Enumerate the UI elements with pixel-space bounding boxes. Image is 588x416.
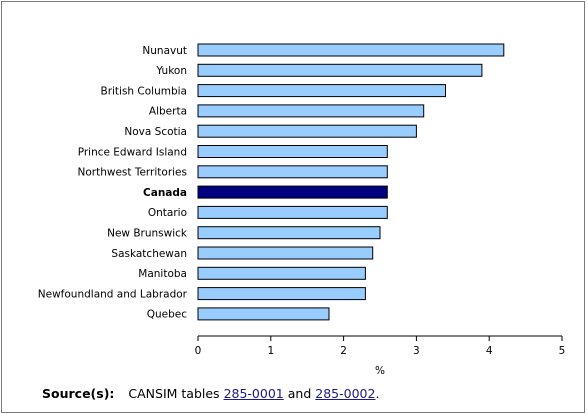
- bar-newfoundland-and-labrador: [197, 287, 366, 301]
- category-label-nova-scotia: Nova Scotia: [124, 126, 187, 138]
- bar-ontario: [197, 205, 388, 219]
- category-label-prince-edward-island: Prince Edward Island: [78, 146, 187, 158]
- bar-prince-edward-island: [197, 145, 388, 158]
- bar-canada: [197, 185, 388, 199]
- source-connector: and: [287, 386, 312, 401]
- x-tick-label-2: 2: [340, 345, 347, 357]
- bar-yukon: [197, 63, 483, 77]
- x-tick-label-1: 1: [267, 345, 274, 357]
- source-note: Source(s): CANSIM tables 285-0001 and 28…: [42, 386, 379, 401]
- category-label-ontario: Ontario: [148, 207, 187, 219]
- x-tick-label-4: 4: [486, 345, 493, 357]
- bar-alberta: [197, 104, 425, 118]
- x-ticks: 0 1 2 3 4 5: [195, 336, 566, 357]
- bar-northwest-territories: [197, 165, 388, 179]
- category-label-saskatchewan: Saskatchewan: [111, 248, 187, 260]
- category-label-yukon: Yukon: [155, 65, 187, 77]
- bar-manitoba: [197, 266, 366, 280]
- category-label-alberta: Alberta: [149, 106, 187, 118]
- bar-british-columbia: [197, 84, 446, 98]
- category-label-british-columbia: British Columbia: [100, 85, 187, 97]
- category-label-manitoba: Manitoba: [138, 268, 187, 280]
- source-suffix: .: [375, 386, 380, 401]
- category-labels: Nunavut Yukon British Columbia Alberta Nova …: [38, 45, 188, 321]
- category-label-new-brunswick: New Brunswick: [107, 228, 188, 240]
- bar-nunavut: [197, 43, 505, 57]
- bar-new-brunswick: [197, 226, 381, 240]
- source-label: Source(s):: [42, 386, 115, 401]
- x-axis-title: %: [375, 365, 385, 377]
- x-tick-label-3: 3: [413, 345, 420, 357]
- source-link-285-0001[interactable]: 285-0001: [223, 386, 284, 401]
- category-label-quebec: Quebec: [147, 309, 188, 321]
- category-label-newfoundland-and-labrador: Newfoundland and Labrador: [38, 288, 188, 300]
- bar-saskatchewan: [197, 246, 374, 260]
- source-prefix: CANSIM tables: [128, 386, 220, 401]
- bars-group: [197, 43, 505, 321]
- x-tick-label-0: 0: [195, 345, 202, 357]
- category-label-canada: Canada: [143, 187, 187, 199]
- source-link-285-0002[interactable]: 285-0002: [315, 386, 376, 401]
- x-tick-label-5: 5: [559, 345, 566, 357]
- category-label-northwest-territories: Northwest Territories: [77, 167, 187, 179]
- bar-quebec: [197, 307, 330, 321]
- bar-nova-scotia: [197, 124, 417, 138]
- category-label-nunavut: Nunavut: [142, 45, 187, 57]
